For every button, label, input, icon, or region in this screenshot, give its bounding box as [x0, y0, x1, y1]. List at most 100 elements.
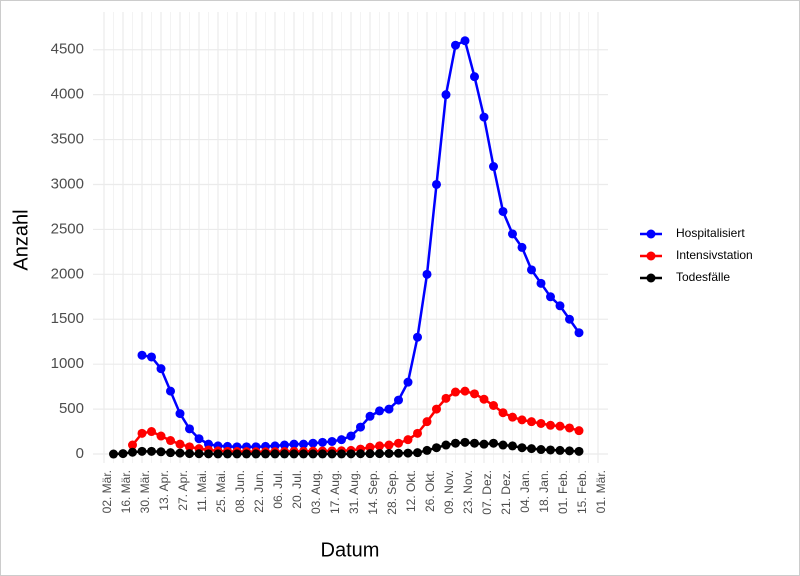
x-tick-label: 21. Dez.	[499, 470, 513, 515]
data-point	[289, 439, 299, 449]
data-point	[156, 364, 166, 374]
y-tick-label: 3500	[51, 131, 84, 148]
x-tick-label: 16. Mär.	[119, 470, 133, 513]
data-point	[489, 401, 498, 411]
data-point	[384, 440, 394, 450]
data-point	[574, 328, 584, 338]
data-point	[394, 448, 403, 458]
y-tick-label: 0	[76, 445, 84, 462]
data-point	[365, 411, 375, 421]
data-point	[489, 438, 498, 448]
data-point	[166, 386, 175, 396]
series	[109, 437, 584, 459]
x-tick-label: 12. Okt.	[404, 470, 418, 512]
data-point	[498, 206, 508, 216]
y-tick-label: 3000	[51, 175, 84, 192]
data-point	[346, 449, 356, 459]
data-point	[403, 377, 413, 387]
data-point	[327, 436, 337, 446]
data-point	[299, 439, 308, 449]
data-point	[441, 90, 451, 100]
data-point	[517, 443, 527, 453]
data-point	[565, 314, 574, 324]
data-point	[318, 449, 327, 459]
data-point	[175, 448, 185, 458]
y-tick-label: 1000	[51, 355, 84, 372]
x-tick-label: 09. Nov.	[442, 470, 456, 514]
y-tick-label: 2000	[51, 265, 84, 282]
data-point	[166, 436, 175, 446]
x-tick-label: 03. Aug.	[309, 470, 323, 514]
data-point	[280, 449, 289, 459]
data-point	[536, 278, 546, 288]
data-point	[479, 439, 489, 449]
data-point	[527, 265, 536, 275]
data-point	[489, 162, 498, 172]
data-point	[375, 406, 384, 416]
x-tick-label: 14. Sep.	[366, 470, 380, 515]
data-point	[432, 404, 441, 414]
data-point	[546, 420, 555, 430]
x-tick-label: 02. Mär.	[100, 470, 114, 513]
data-point	[460, 36, 470, 46]
data-point	[394, 395, 403, 405]
data-point	[147, 446, 156, 456]
x-tick-label: 08. Jun.	[233, 470, 247, 513]
data-point	[232, 449, 242, 459]
data-point	[555, 445, 565, 455]
data-point	[166, 448, 175, 458]
data-point	[460, 437, 470, 447]
x-tick-label: 18. Jan.	[537, 470, 551, 513]
x-tick-label: 23. Nov.	[461, 470, 475, 514]
x-axis-title: Datum	[321, 539, 380, 561]
data-point	[261, 449, 270, 459]
legend-label: Todesfälle	[676, 270, 730, 284]
data-point	[574, 446, 584, 456]
data-point	[546, 292, 555, 302]
data-point	[546, 445, 555, 455]
data-point	[337, 435, 346, 445]
data-point	[194, 434, 204, 444]
data-point	[422, 417, 432, 427]
data-point	[555, 301, 565, 311]
data-point	[413, 428, 422, 438]
y-tick-label: 2500	[51, 220, 84, 237]
data-point	[337, 449, 346, 459]
x-tick-label: 07. Dez.	[480, 470, 494, 515]
data-point	[394, 438, 403, 448]
data-point	[479, 394, 489, 404]
x-tick-label: 01. Mär.	[594, 470, 608, 513]
data-point	[508, 441, 517, 451]
x-tick-label: 28. Sep.	[385, 470, 399, 515]
x-tick-label: 06. Jul.	[271, 470, 285, 509]
data-point	[517, 242, 527, 252]
data-point	[536, 445, 546, 455]
data-point	[327, 449, 337, 459]
data-point	[470, 389, 479, 399]
x-tick-label: 13. Apr.	[157, 470, 171, 511]
y-tick-label: 500	[59, 400, 84, 417]
data-point	[441, 440, 451, 450]
data-point	[384, 448, 394, 458]
data-point	[137, 350, 147, 360]
legend-label: Hospitalisiert	[676, 226, 745, 240]
data-point	[156, 447, 166, 457]
legend-key	[646, 229, 656, 239]
x-tick-label: 26. Okt.	[423, 470, 437, 512]
data-point	[432, 443, 441, 453]
x-tick-label: 25. Mai.	[214, 470, 228, 513]
data-point	[413, 448, 422, 458]
data-point	[280, 440, 289, 450]
data-point	[375, 441, 384, 451]
data-point	[517, 415, 527, 425]
data-point	[289, 449, 299, 459]
data-point	[251, 449, 261, 459]
data-point	[451, 438, 460, 448]
data-point	[498, 408, 508, 418]
data-point	[460, 386, 470, 396]
x-tick-label: 15. Feb.	[575, 470, 589, 514]
data-point	[223, 449, 232, 459]
data-point	[565, 423, 574, 433]
legend-key	[646, 273, 656, 283]
data-point	[508, 229, 517, 239]
